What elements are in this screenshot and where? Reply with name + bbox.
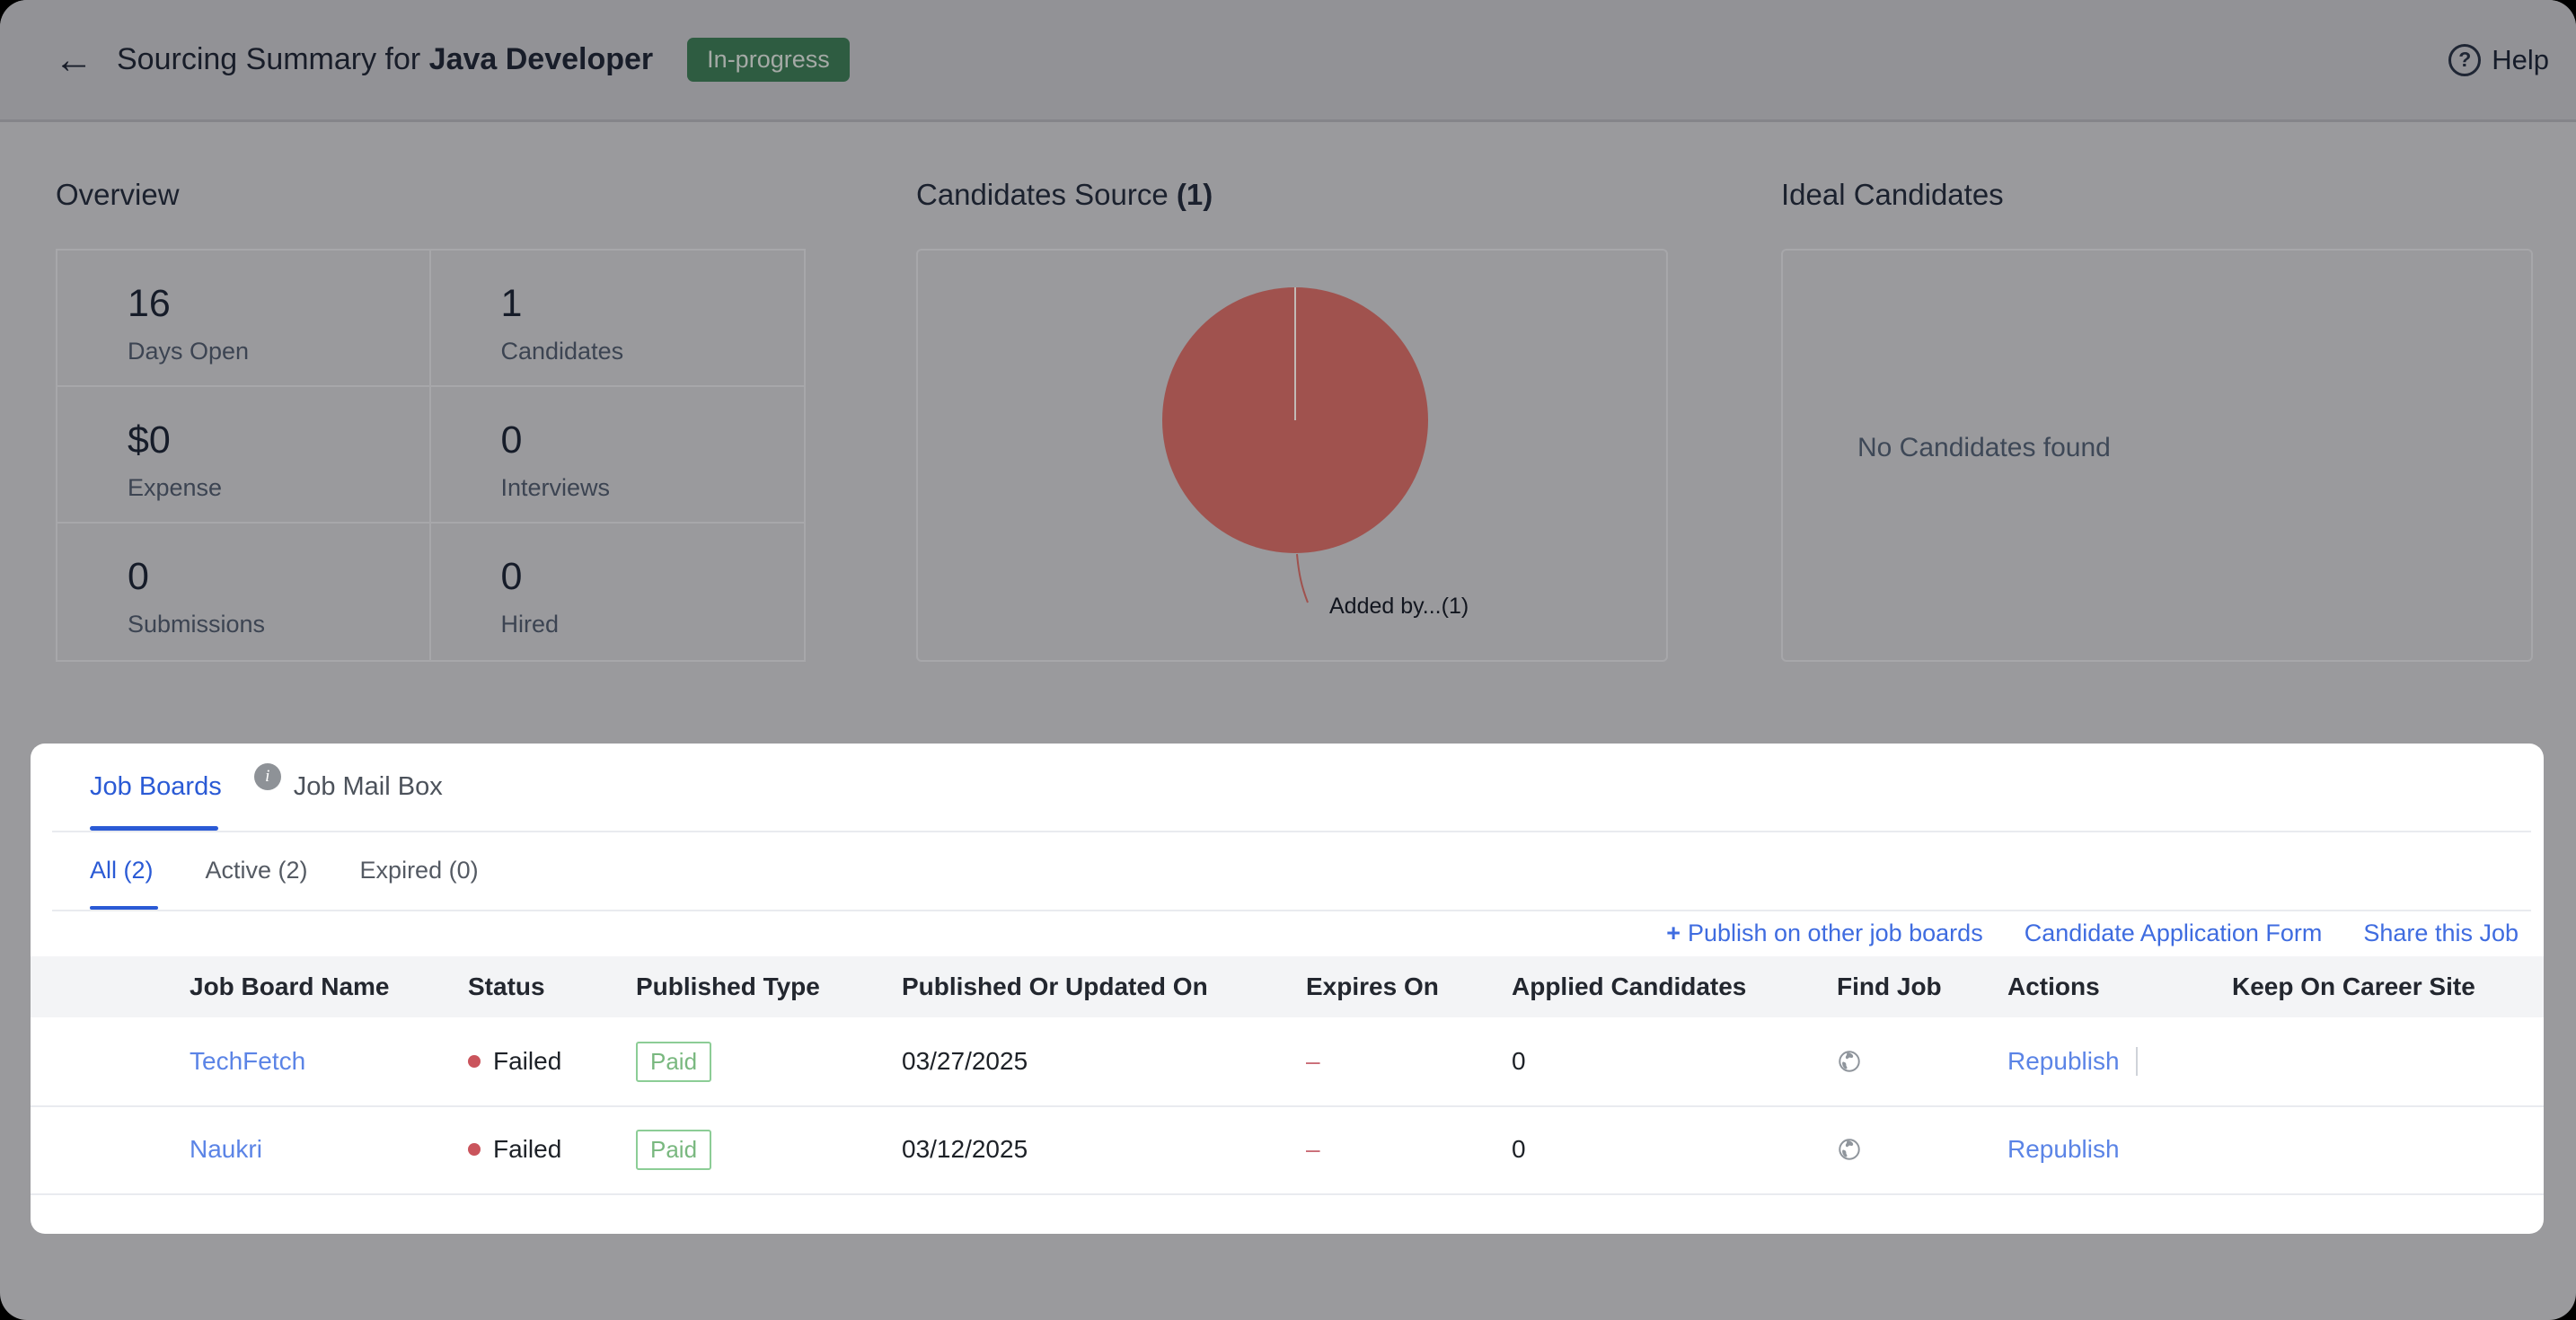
- stat-value: $0: [128, 418, 171, 462]
- page-title-prefix: Sourcing Summary for: [117, 42, 429, 76]
- help-label: Help: [2492, 43, 2549, 75]
- stat-candidates: 1 Candidates: [430, 251, 804, 387]
- paid-badge: Paid: [636, 1041, 712, 1082]
- applied-candidates-cell: 0: [1512, 1047, 1526, 1075]
- tabs-divider: [52, 831, 2531, 832]
- filter-tabs: All (2) Active (2) Expired (0): [31, 831, 2544, 910]
- actions-cell: Republish: [2007, 1135, 2232, 1164]
- stat-label: Hired: [500, 611, 560, 638]
- status-cell: Failed: [468, 1135, 636, 1164]
- help-button[interactable]: ? Help: [2448, 43, 2549, 76]
- stat-label: Expense: [128, 474, 223, 502]
- job-boards-panel: Job Boards i Job Mail Box All (2) Active…: [31, 744, 2544, 1234]
- candidates-source-heading-text: Candidates Source: [916, 178, 1177, 211]
- job-board-link[interactable]: Naukri: [190, 1135, 262, 1163]
- overview-stats-grid: 16 Days Open 1 Candidates $0 Expense 0 I…: [56, 249, 806, 662]
- actions-separator: [2135, 1047, 2138, 1076]
- no-candidates-text: No Candidates found: [1857, 433, 2111, 462]
- filter-all[interactable]: All (2): [90, 856, 154, 884]
- stat-value: 1: [500, 282, 523, 325]
- question-circle-icon: ?: [2448, 43, 2482, 76]
- filter-active[interactable]: Active (2): [205, 856, 308, 884]
- republish-link[interactable]: Republish: [2007, 1047, 2120, 1075]
- failed-status-dot: [468, 1143, 481, 1156]
- actions-cell: Republish: [2007, 1047, 2232, 1076]
- stat-expense: $0 Expense: [57, 387, 431, 524]
- candidate-application-form-link[interactable]: Candidate Application Form: [2024, 919, 2323, 946]
- stat-label: Candidates: [500, 338, 624, 365]
- status-badge: In-progress: [687, 38, 850, 82]
- pie-chart: Added by...(1): [1162, 287, 1469, 619]
- candidates-source-count: (1): [1176, 178, 1213, 211]
- col-expires-on: Expires On: [1306, 972, 1439, 1000]
- publish-other-boards-link[interactable]: + Publish on other job boards: [1666, 920, 1983, 947]
- stat-value: 0: [500, 555, 523, 598]
- filter-expired[interactable]: Expired (0): [359, 856, 479, 884]
- panel-tabs: Job Boards i Job Mail Box: [31, 744, 2544, 831]
- col-published-or-updated-on: Published Or Updated On: [902, 972, 1208, 1000]
- applied-candidates-cell: 0: [1512, 1135, 1526, 1163]
- overview-heading: Overview: [56, 178, 180, 211]
- col-actions: Actions: [2007, 972, 2100, 1000]
- expires-on-cell: –: [1306, 1135, 1320, 1163]
- tab-job-boards[interactable]: Job Boards: [90, 772, 222, 801]
- page-header: ← Sourcing Summary for Java Developer In…: [0, 0, 2576, 122]
- republish-link[interactable]: Republish: [2007, 1135, 2120, 1163]
- find-job-cell: [1837, 1049, 2007, 1074]
- pie-callout-line: [1296, 553, 1309, 603]
- published-type-cell: Paid: [636, 1129, 902, 1170]
- candidates-source-card: Added by...(1): [916, 249, 1668, 662]
- ideal-candidates-heading: Ideal Candidates: [1781, 178, 2004, 211]
- globe-icon[interactable]: [1837, 1049, 1862, 1074]
- stat-interviews: 0 Interviews: [430, 387, 804, 524]
- published-on-cell: 03/27/2025: [902, 1047, 1028, 1075]
- published-type-cell: Paid: [636, 1041, 902, 1082]
- find-job-cell: [1837, 1137, 2007, 1162]
- stat-label: Interviews: [500, 474, 611, 502]
- tab-job-mail-box[interactable]: Job Mail Box: [293, 772, 443, 801]
- active-tab-underline: [90, 826, 218, 831]
- col-job-board-name: Job Board Name: [190, 972, 390, 1000]
- globe-icon[interactable]: [1837, 1137, 1862, 1162]
- ideal-candidates-card: No Candidates found: [1781, 249, 2533, 662]
- stat-label: Submissions: [128, 611, 266, 638]
- plus-icon: +: [1666, 919, 1681, 946]
- table-row: TechFetch Failed Paid 03/27/2025 – 0 Rep…: [31, 1017, 2544, 1107]
- status-cell: Failed: [468, 1047, 636, 1076]
- col-keep-on-career-site: Keep On Career Site: [2232, 972, 2475, 1000]
- info-icon[interactable]: i: [253, 762, 281, 790]
- stat-value: 16: [128, 282, 171, 325]
- pie-label: Added by...(1): [1329, 594, 1469, 619]
- share-this-job-link[interactable]: Share this Job: [2363, 919, 2519, 946]
- stat-hired: 0 Hired: [431, 524, 805, 660]
- page-title-job: Java Developer: [428, 42, 654, 76]
- candidates-source-heading: Candidates Source (1): [916, 178, 1213, 212]
- stat-label: Days Open: [128, 338, 250, 365]
- status-text: Failed: [493, 1047, 562, 1075]
- back-arrow-icon[interactable]: ←: [54, 37, 93, 82]
- table-header-row: Job Board Name Status Published Type Pub…: [31, 956, 2544, 1017]
- stat-days-open: 16 Days Open: [57, 251, 431, 387]
- filters-divider: [52, 910, 2531, 911]
- col-status: Status: [468, 972, 545, 1000]
- stat-submissions: 0 Submissions: [57, 524, 431, 660]
- failed-status-dot: [468, 1055, 481, 1068]
- job-board-link[interactable]: TechFetch: [190, 1047, 306, 1075]
- active-filter-underline: [90, 906, 158, 910]
- paid-badge: Paid: [636, 1129, 712, 1170]
- status-text: Failed: [493, 1135, 562, 1163]
- col-find-job: Find Job: [1837, 972, 1942, 1000]
- stat-value: 0: [500, 418, 523, 462]
- published-on-cell: 03/12/2025: [902, 1135, 1028, 1163]
- col-published-type: Published Type: [636, 972, 820, 1000]
- col-applied-candidates: Applied Candidates: [1512, 972, 1747, 1000]
- expires-on-cell: –: [1306, 1047, 1320, 1075]
- page-title: Sourcing Summary for Java Developer: [117, 42, 653, 77]
- table-row: Naukri Failed Paid 03/12/2025 – 0 Republ…: [31, 1105, 2544, 1195]
- publish-other-boards-label: Publish on other job boards: [1687, 919, 1983, 946]
- panel-action-links: + Publish on other job boards Candidate A…: [31, 910, 2544, 956]
- stat-value: 0: [128, 555, 149, 598]
